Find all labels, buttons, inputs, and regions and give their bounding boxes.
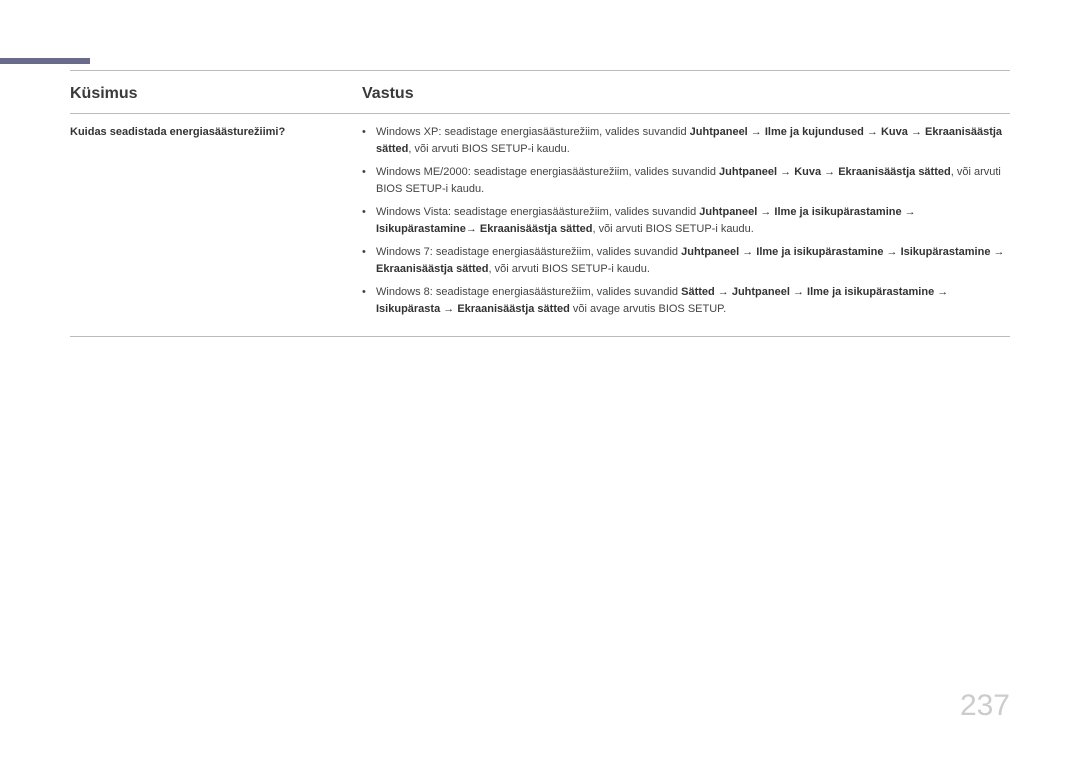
answer-item: Windows 8: seadistage energiasäästurežii… xyxy=(376,284,1010,318)
table-header-row: Küsimus Vastus xyxy=(70,71,1010,113)
answer-item: Windows XP: seadistage energiasäästureži… xyxy=(376,124,1010,158)
answer-text: Windows XP: seadistage energiasäästureži… xyxy=(376,126,690,138)
answer-text: , või arvuti BIOS SETUP-i kaudu. xyxy=(592,223,753,235)
column-header-answer: Vastus xyxy=(362,85,1010,103)
answer-text: Windows 8: seadistage energiasäästurežii… xyxy=(376,286,681,298)
bottom-rule xyxy=(70,336,1010,337)
answer-item: Windows ME/2000: seadistage energiasääst… xyxy=(376,164,1010,198)
answer-list: Windows XP: seadistage energiasäästureži… xyxy=(362,124,1010,318)
answer-text: , või arvuti BIOS SETUP-i kaudu. xyxy=(408,143,569,155)
answer-text: Windows ME/2000: seadistage energiasääst… xyxy=(376,166,719,178)
bold-path-text: Juhtpaneel → Kuva → Ekraanisäästja sätte… xyxy=(719,166,951,178)
table-row: Kuidas seadistada energiasäästurežiimi? … xyxy=(70,114,1010,336)
answer-text: Windows 7: seadistage energiasäästurežii… xyxy=(376,246,681,258)
header-accent-bar xyxy=(0,58,90,64)
column-header-question: Küsimus xyxy=(70,85,342,103)
page-number: 237 xyxy=(960,689,1010,723)
answer-item: Windows Vista: seadistage energiasäästur… xyxy=(376,204,1010,238)
answer-text: või avage arvutis BIOS SETUP. xyxy=(570,303,726,315)
answer-item: Windows 7: seadistage energiasäästurežii… xyxy=(376,244,1010,278)
question-text: Kuidas seadistada energiasäästurežiimi? xyxy=(70,124,342,141)
answer-text: , või arvuti BIOS SETUP-i kaudu. xyxy=(489,263,650,275)
answer-text: Windows Vista: seadistage energiasäästur… xyxy=(376,206,699,218)
